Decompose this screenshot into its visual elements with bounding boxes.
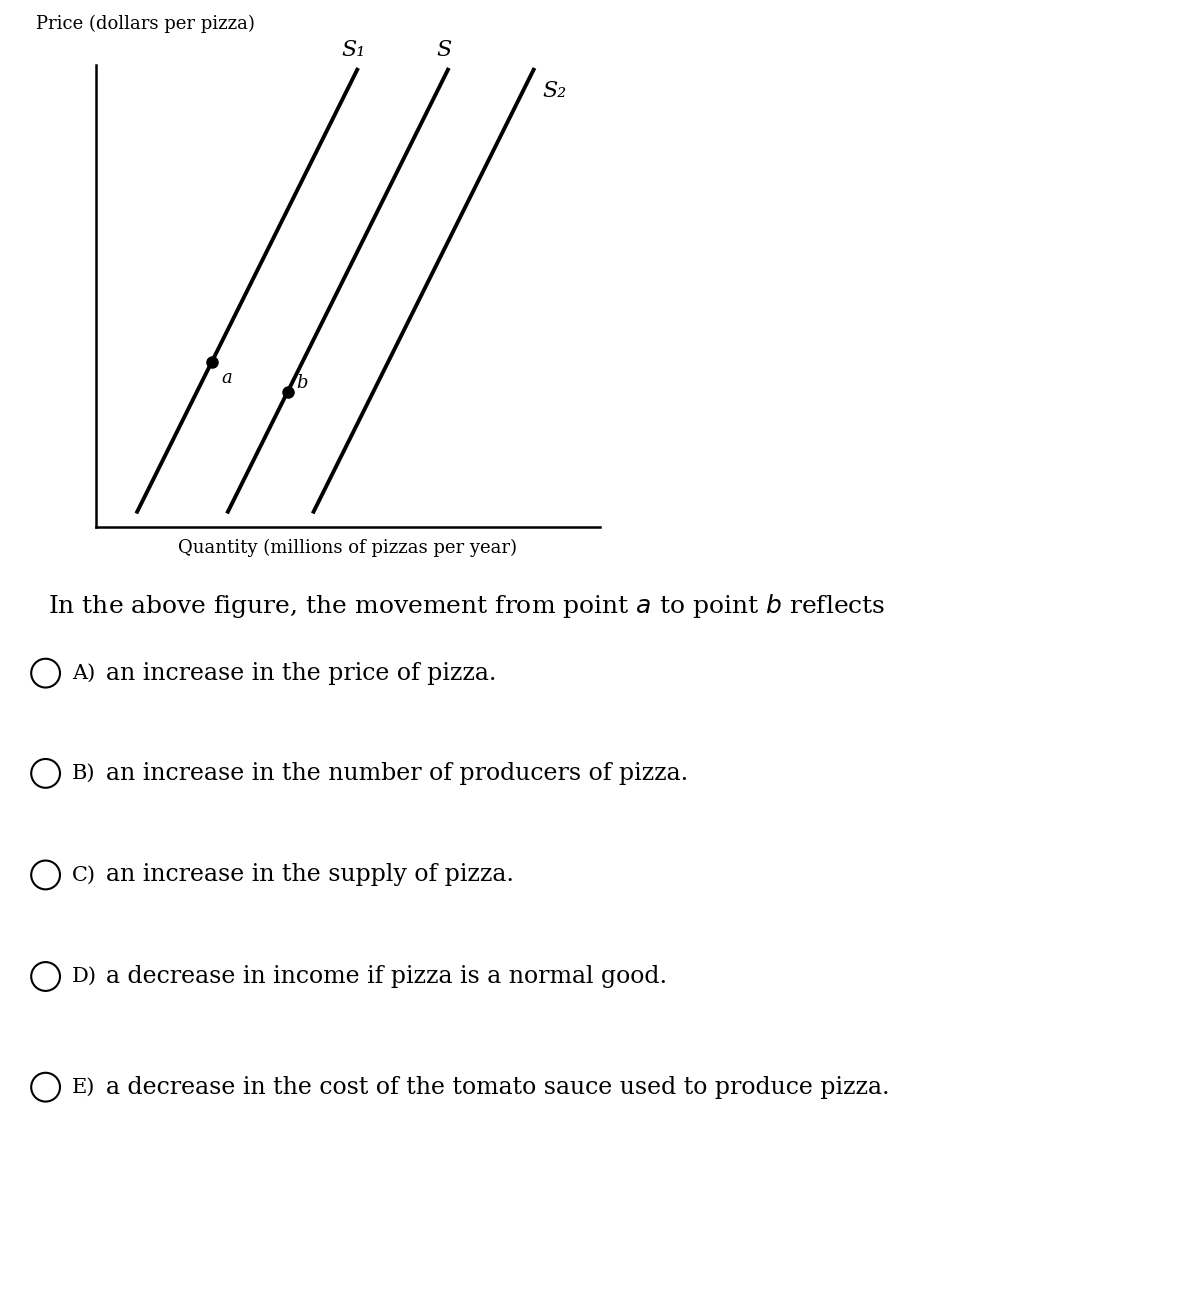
Text: a decrease in income if pizza is a normal good.: a decrease in income if pizza is a norma… — [106, 965, 667, 988]
Text: b: b — [296, 374, 308, 392]
Text: C): C) — [72, 866, 96, 884]
Text: an increase in the supply of pizza.: an increase in the supply of pizza. — [106, 863, 514, 887]
Text: S₁: S₁ — [341, 39, 365, 61]
Text: In the above figure, the movement from point $a$ to point $b$ reflects: In the above figure, the movement from p… — [48, 592, 886, 621]
Text: a decrease in the cost of the tomato sauce used to produce pizza.: a decrease in the cost of the tomato sau… — [106, 1075, 889, 1099]
X-axis label: Quantity (millions of pizzas per year): Quantity (millions of pizzas per year) — [179, 539, 517, 557]
Text: an increase in the price of pizza.: an increase in the price of pizza. — [106, 661, 496, 685]
Text: a: a — [221, 368, 232, 387]
Text: Price (dollars per pizza): Price (dollars per pizza) — [36, 14, 254, 33]
Text: an increase in the number of producers of pizza.: an increase in the number of producers o… — [106, 762, 688, 785]
Text: A): A) — [72, 664, 95, 682]
Text: B): B) — [72, 764, 96, 783]
Text: S: S — [436, 39, 451, 61]
Text: S₂: S₂ — [542, 79, 566, 102]
Text: E): E) — [72, 1078, 95, 1096]
Text: D): D) — [72, 967, 97, 986]
